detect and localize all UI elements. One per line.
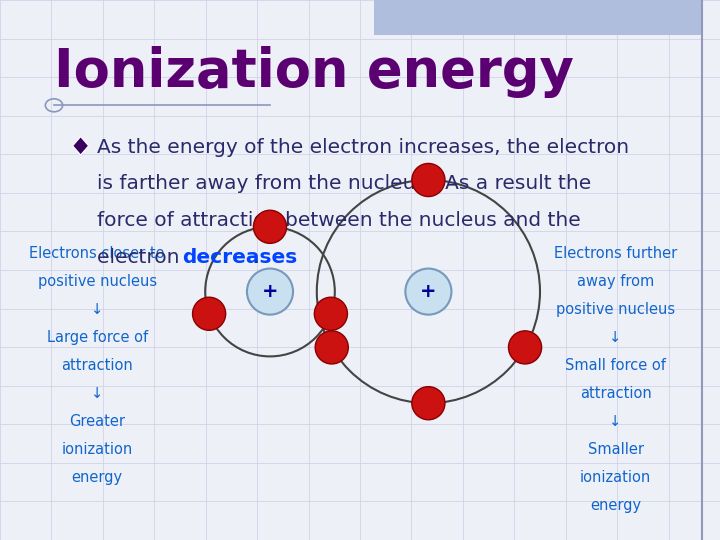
Text: Smaller: Smaller (588, 442, 644, 457)
Text: +: + (420, 282, 436, 301)
Text: Ionization energy: Ionization energy (54, 46, 574, 98)
Text: ionization: ionization (580, 470, 651, 485)
Text: energy: energy (590, 498, 642, 514)
Ellipse shape (508, 331, 541, 364)
Ellipse shape (253, 210, 287, 244)
Text: ↓: ↓ (609, 330, 622, 345)
Text: positive nucleus: positive nucleus (37, 274, 157, 289)
Text: energy: energy (71, 470, 123, 485)
Ellipse shape (412, 164, 445, 197)
FancyBboxPatch shape (374, 0, 702, 35)
Text: is farther away from the nucleus.  As a result the: is farther away from the nucleus. As a r… (97, 174, 591, 193)
Text: ↓: ↓ (91, 386, 104, 401)
Text: ionization: ionization (62, 442, 132, 457)
Text: away from: away from (577, 274, 654, 289)
Text: As the energy of the electron increases, the electron: As the energy of the electron increases,… (97, 138, 629, 157)
Text: .: . (253, 248, 259, 267)
Text: Electrons closer to: Electrons closer to (30, 246, 165, 261)
Ellipse shape (247, 268, 293, 315)
Polygon shape (73, 137, 89, 155)
Text: Large force of: Large force of (47, 330, 148, 345)
Ellipse shape (315, 297, 348, 330)
Text: Greater: Greater (69, 414, 125, 429)
Text: ↓: ↓ (91, 302, 104, 317)
Text: Electrons further: Electrons further (554, 246, 678, 261)
Text: +: + (262, 282, 278, 301)
Text: ↓: ↓ (609, 414, 622, 429)
Ellipse shape (315, 331, 348, 364)
Text: force of attraction between the nucleus and the: force of attraction between the nucleus … (97, 211, 581, 230)
Text: attraction: attraction (580, 386, 652, 401)
Text: Small force of: Small force of (565, 358, 666, 373)
Ellipse shape (192, 297, 225, 330)
Text: attraction: attraction (61, 358, 133, 373)
Text: decreases: decreases (182, 248, 297, 267)
Text: positive nucleus: positive nucleus (556, 302, 675, 317)
Text: electron: electron (97, 248, 186, 267)
Ellipse shape (405, 268, 451, 315)
Ellipse shape (412, 387, 445, 420)
